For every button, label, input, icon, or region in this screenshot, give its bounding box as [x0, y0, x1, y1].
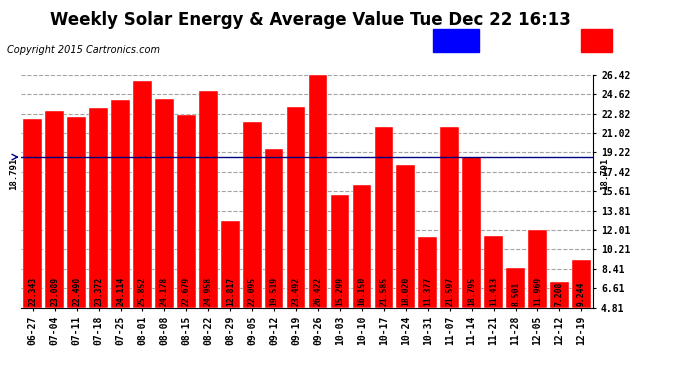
Text: Copyright 2015 Cartronics.com: Copyright 2015 Cartronics.com — [7, 45, 160, 55]
Bar — [397, 165, 415, 308]
Text: 18.795: 18.795 — [467, 277, 476, 306]
Text: 25.852: 25.852 — [138, 277, 147, 306]
Bar — [308, 75, 327, 307]
Text: 11.377: 11.377 — [423, 277, 432, 306]
Text: 8.501: 8.501 — [511, 282, 520, 306]
Bar — [111, 100, 130, 308]
Bar — [418, 237, 437, 308]
Text: 21.585: 21.585 — [380, 277, 388, 306]
Bar — [331, 195, 349, 308]
Text: 22.343: 22.343 — [28, 277, 37, 306]
Bar — [287, 106, 306, 308]
Bar — [265, 149, 284, 308]
Bar — [572, 260, 591, 308]
Text: 23.492: 23.492 — [292, 277, 301, 306]
Bar — [462, 157, 481, 308]
FancyBboxPatch shape — [433, 29, 479, 52]
Bar — [528, 231, 546, 308]
Bar — [375, 127, 393, 308]
Bar — [46, 111, 64, 308]
Bar — [133, 81, 152, 308]
Bar — [506, 268, 525, 308]
Text: 22.490: 22.490 — [72, 277, 81, 306]
Text: 23.089: 23.089 — [50, 277, 59, 306]
Text: 16.150: 16.150 — [357, 277, 366, 306]
Bar — [155, 99, 174, 308]
Bar — [23, 119, 42, 308]
Text: 22.679: 22.679 — [182, 277, 191, 306]
Bar — [177, 115, 196, 308]
Bar — [221, 221, 239, 308]
Text: 24.178: 24.178 — [160, 277, 169, 306]
Text: 18.791: 18.791 — [10, 158, 19, 190]
Text: 7.208: 7.208 — [555, 282, 564, 306]
Bar — [440, 127, 459, 308]
Text: 18.020: 18.020 — [402, 277, 411, 306]
Text: 9.244: 9.244 — [577, 282, 586, 306]
Text: Weekly Solar Energy & Average Value Tue Dec 22 16:13: Weekly Solar Energy & Average Value Tue … — [50, 11, 571, 29]
Bar — [199, 91, 217, 308]
Text: 24.114: 24.114 — [116, 277, 125, 306]
Text: 26.422: 26.422 — [313, 277, 322, 306]
Text: 12.817: 12.817 — [226, 277, 235, 306]
Bar — [89, 108, 108, 307]
Text: 19.519: 19.519 — [270, 277, 279, 306]
Text: 15.299: 15.299 — [335, 277, 344, 306]
Text: Average  ($): Average ($) — [484, 36, 549, 45]
Text: 24.958: 24.958 — [204, 277, 213, 306]
Text: 22.095: 22.095 — [248, 277, 257, 306]
Bar — [550, 282, 569, 308]
Text: 11.413: 11.413 — [489, 277, 498, 306]
Text: 11.969: 11.969 — [533, 277, 542, 306]
Bar — [353, 186, 371, 308]
Text: 18.791: 18.791 — [600, 158, 609, 190]
Text: 21.597: 21.597 — [445, 277, 454, 306]
Bar — [484, 237, 503, 308]
Bar — [68, 117, 86, 308]
Text: Daily  ($): Daily ($) — [617, 36, 671, 45]
Text: 23.372: 23.372 — [94, 277, 103, 306]
FancyBboxPatch shape — [581, 29, 611, 52]
Bar — [243, 122, 262, 308]
